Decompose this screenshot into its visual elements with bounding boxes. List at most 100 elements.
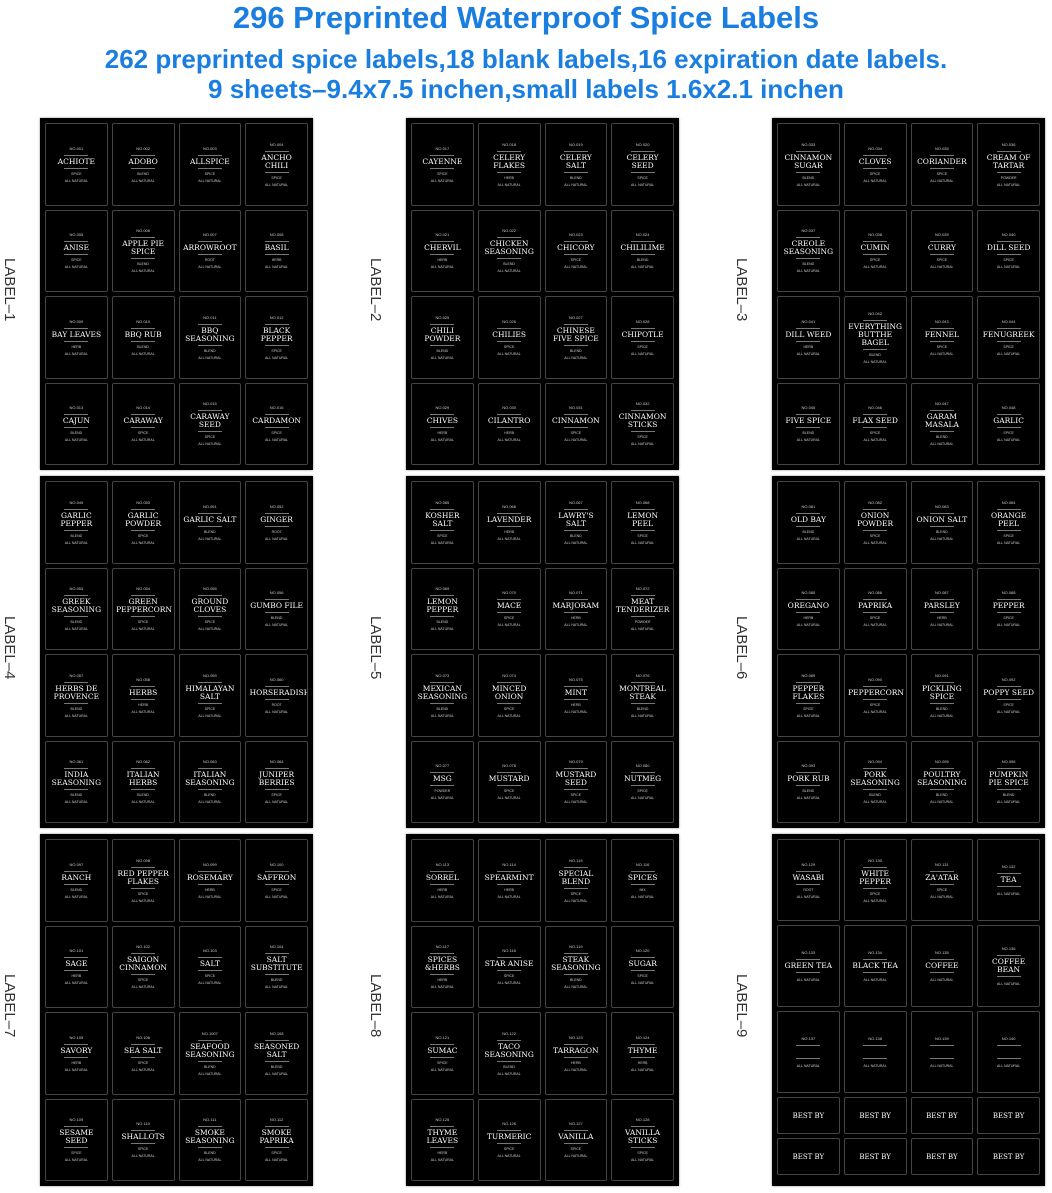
footer-text: ALL NATURAL xyxy=(930,351,954,356)
divider xyxy=(863,866,888,868)
label-number: NO.063 xyxy=(202,759,217,765)
divider xyxy=(264,344,289,346)
divider xyxy=(131,327,156,329)
spice-label: NO.084 ORANGE PEEL SPICE ALL NATURAL xyxy=(977,481,1040,564)
spice-kind: SPICE xyxy=(869,616,881,621)
spice-name: SALT xyxy=(199,959,220,969)
divider xyxy=(131,953,156,955)
spice-kind: BLEND xyxy=(270,978,283,983)
divider xyxy=(264,870,289,872)
spice-kind: SPICE xyxy=(204,974,216,979)
spice-label: NO.032 CINNAMON STICKS SPICE ALL NATURAL xyxy=(611,382,674,465)
spice-label: NO.094 PORK SEASONING BLEND ALL NATURAL xyxy=(843,740,907,823)
best-by-text: BEST BY xyxy=(792,1111,825,1120)
footer-text: ALL NATURAL xyxy=(863,978,887,982)
divider xyxy=(563,171,588,173)
spice-name: CARDAMON xyxy=(252,416,301,426)
divider xyxy=(929,327,954,329)
divider xyxy=(996,599,1021,601)
spice-kind: SPICE xyxy=(503,974,515,979)
spice-name: DILL WEED xyxy=(785,329,832,339)
divider xyxy=(563,427,588,429)
divider xyxy=(264,254,289,256)
spice-name: SPICES xyxy=(627,872,658,882)
label-number: NO.121 xyxy=(435,1034,450,1040)
divider xyxy=(563,768,588,770)
spice-label: NO.086 PAPRIKA SPICE ALL NATURAL xyxy=(843,567,907,650)
spice-label: NO.125 THYME LEAVES HERB ALL NATURAL xyxy=(411,1098,474,1181)
divider xyxy=(264,1060,289,1062)
divider xyxy=(430,414,455,416)
divider xyxy=(996,873,1021,874)
label-number: NO.130 xyxy=(868,857,883,863)
spice-label: NO.061 INDIA SEASONING BLEND ALL NATURAL xyxy=(45,740,108,823)
divider xyxy=(796,883,821,885)
label-number: NO.033 xyxy=(801,141,816,147)
spice-kind: BLEND xyxy=(570,533,582,538)
label-number: NO.109 xyxy=(69,1117,84,1123)
spice-kind: SPICE xyxy=(137,431,149,436)
label-number: NO.067 xyxy=(568,499,583,505)
label-number: NO.039 xyxy=(934,232,949,238)
best-by-text: BEST BY xyxy=(926,1111,958,1120)
spice-name: CAJUN xyxy=(62,416,90,426)
spice-name: VANILLA xyxy=(558,1132,594,1142)
spice-name: SPECIAL BLEND xyxy=(558,868,594,886)
spice-label: NO.108 SEASONED SALT BLEND ALL NATURAL xyxy=(245,1012,308,1095)
footer-text: ALL NATURAL xyxy=(631,182,655,187)
label-number: NO.083 xyxy=(934,503,949,509)
divider xyxy=(497,258,522,260)
footer-text: ALL NATURAL xyxy=(131,627,155,632)
spice-kind: HERB xyxy=(271,258,282,263)
spice-kind: SPICE xyxy=(637,974,648,979)
divider xyxy=(197,768,222,770)
divider xyxy=(796,414,821,416)
divider xyxy=(630,970,655,972)
spice-name: KOSHER SALT xyxy=(425,510,460,528)
spice-label: NO.010 BBQ RUB BLEND ALL NATURAL xyxy=(111,296,175,379)
label-number: NO.099 xyxy=(202,861,217,867)
spice-label: NO.044 FENUGREEK SPICE ALL NATURAL xyxy=(977,296,1040,379)
footer-text: ALL NATURAL xyxy=(430,627,454,632)
footer-text: ALL NATURAL xyxy=(131,1154,155,1159)
divider xyxy=(430,616,455,618)
spice-kind: BLEND xyxy=(570,348,582,353)
label-number: NO.094 xyxy=(868,759,883,765)
label-number: NO.062 xyxy=(136,759,151,765)
label-number: NO.026 xyxy=(502,318,517,324)
divider xyxy=(131,974,156,976)
divider xyxy=(64,957,89,959)
label-number: NO.058 xyxy=(136,676,151,682)
spice-label: NO.069 LEMON PEPPER BLEND ALL NATURAL xyxy=(411,567,474,650)
spice-label: NO.046 FLAX SEED SPICE ALL NATURAL xyxy=(843,382,907,465)
label-number: NO.052 xyxy=(269,503,284,509)
spice-name: OLD BAY xyxy=(790,514,826,524)
divider xyxy=(563,508,588,510)
divider xyxy=(64,970,89,972)
divider xyxy=(64,508,89,510)
spice-name: CHINESE FIVE SPICE xyxy=(552,325,599,343)
spice-label: NO.100 SAFFRON SPICE ALL NATURAL xyxy=(245,839,308,922)
spice-kind: BLEND xyxy=(936,706,948,711)
divider xyxy=(630,595,655,597)
subtitle: 9 sheets–9.4x7.5 inchen,small labels 1.6… xyxy=(208,74,844,104)
spice-name: TACO SEASONING xyxy=(484,1041,534,1059)
divider xyxy=(863,348,888,350)
spice-name: CARAWAY SEED xyxy=(190,412,230,430)
divider xyxy=(630,702,655,704)
divider xyxy=(929,702,954,704)
label-number: NO.082 xyxy=(868,499,883,505)
footer-text: ALL NATURAL xyxy=(198,536,222,541)
label-number: NO.097 xyxy=(69,861,84,867)
label-number: NO.124 xyxy=(635,1034,650,1040)
sheet-label: LABEL–3 xyxy=(733,258,750,322)
spice-kind: BLEND xyxy=(436,348,449,353)
divider xyxy=(630,340,655,342)
divider xyxy=(264,414,289,416)
spice-label: NO.122 TACO SEASONING BLEND ALL NATURAL xyxy=(477,1012,541,1095)
footer-text: ALL NATURAL xyxy=(930,978,954,982)
footer-text: ALL NATURAL xyxy=(497,536,521,541)
spice-label: NO.003 ALLSPICE SPICE ALL NATURAL xyxy=(178,123,242,206)
divider xyxy=(497,1130,522,1132)
footer-text: ALL NATURAL xyxy=(198,178,222,183)
